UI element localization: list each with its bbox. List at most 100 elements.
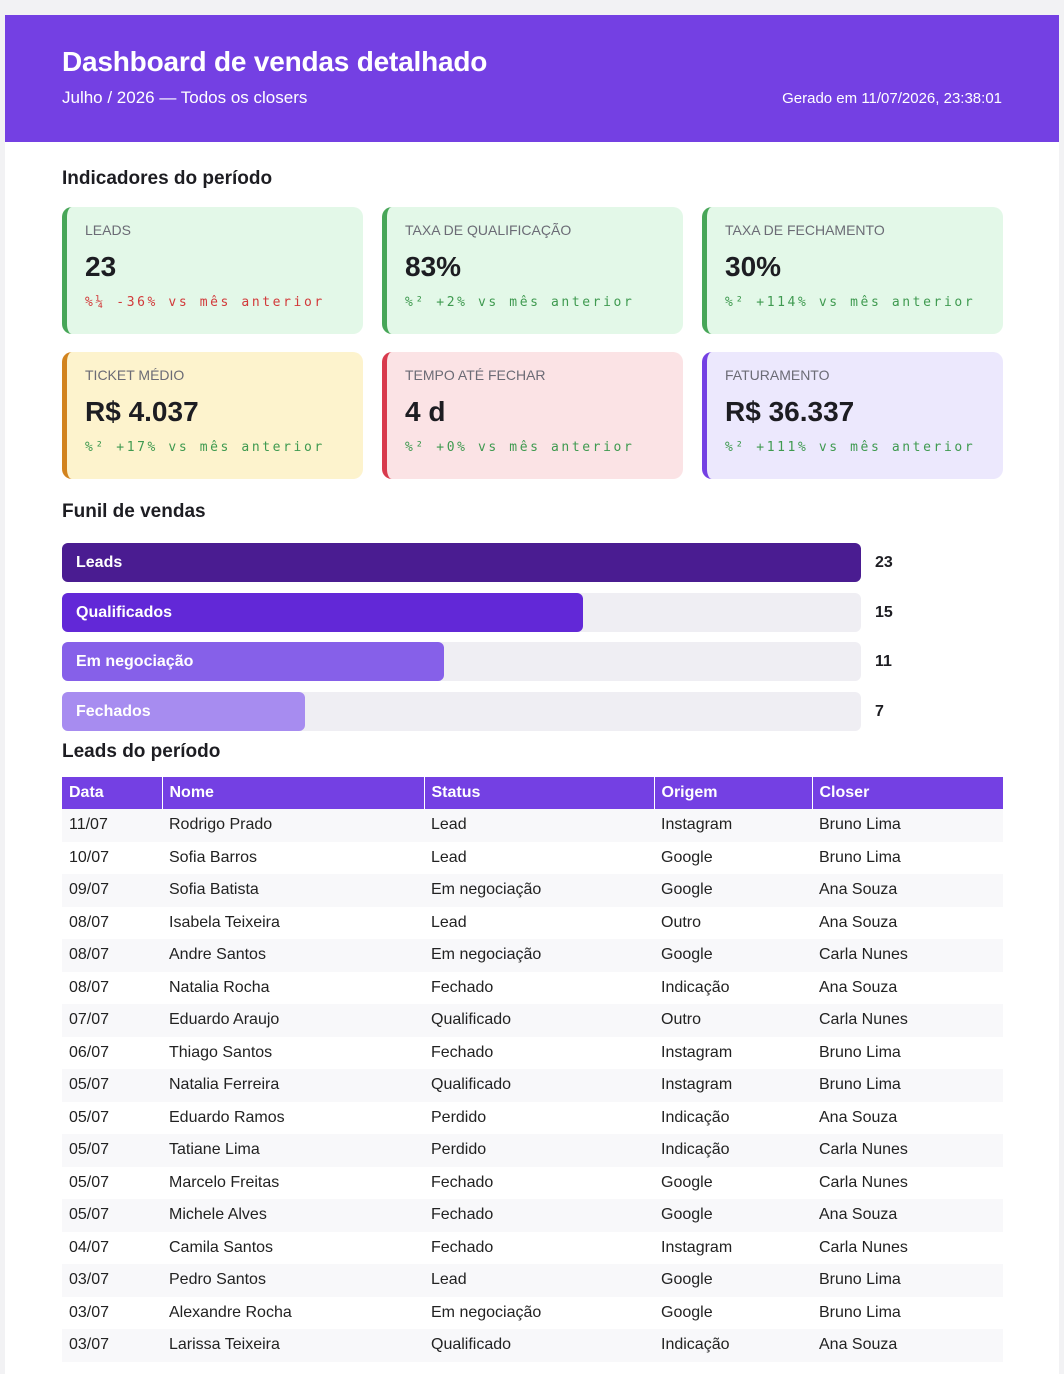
funnel-bar bbox=[62, 592, 583, 632]
kpi-card: TAXA DE QUALIFICAÇÃO 83% %² +2% vs mês ant… bbox=[382, 207, 683, 334]
closer-cell: Bruno Lima bbox=[819, 1303, 901, 1321]
name-cell: Rodrigo Prado bbox=[162, 809, 424, 842]
table-row: 10/07 Sofia Barros Lead Google Bruno Lima bbox=[62, 842, 1003, 875]
report-header: Dashboard de vendas detalhado Julho / 20… bbox=[5, 15, 1059, 142]
kpi-change: %² +114% vs mês anterior bbox=[725, 295, 976, 310]
table-header-row: Data Nome Status Origem Closer bbox=[62, 777, 1003, 809]
name-cell: Thiago Santos bbox=[169, 1043, 273, 1061]
kpi-card: TAXA DE FECHAMENTO 30% %² +114% vs mês ant… bbox=[702, 207, 1003, 334]
name-cell: Isabela Teixeira bbox=[169, 913, 280, 931]
funnel-stage-label: Em negociação bbox=[76, 653, 194, 670]
report-content: Indicadores do período LEADS 23 %¼ -36% vs… bbox=[5, 142, 1059, 1362]
status-cell: Em negociação bbox=[431, 1303, 542, 1321]
closer-cell: Ana Souza bbox=[819, 913, 898, 931]
table-row: 08/07 Andre Santos Em negociação Google Carl… bbox=[62, 939, 1003, 972]
status-cell: Fechado bbox=[431, 1043, 494, 1061]
funnel-stage-count: 15 bbox=[875, 603, 893, 621]
status-cell: Fechado bbox=[431, 978, 494, 996]
table-row: 03/07 Larissa Teixeira Qualificado Indicaçã… bbox=[62, 1329, 1003, 1362]
kpi-value: 30% bbox=[725, 251, 782, 282]
status-cell: Lead bbox=[431, 848, 467, 866]
column-header: Closer bbox=[812, 777, 1003, 809]
date-cell: 08/07 bbox=[69, 978, 110, 996]
closer-cell: Carla Nunes bbox=[819, 1238, 908, 1256]
kpi-label: LEADS bbox=[85, 222, 131, 238]
kpi-label: FATURAMENTO bbox=[725, 367, 830, 383]
period-subtitle: Julho / 2026 — Todos os closers bbox=[62, 88, 308, 107]
kpi-label: TEMPO ATÉ FECHAR bbox=[405, 367, 546, 383]
date-cell: 03/07 bbox=[62, 1329, 162, 1362]
closer-cell: Carla Nunes bbox=[819, 1173, 908, 1191]
status-cell: Fechado bbox=[424, 1199, 654, 1232]
origin-cell: Indicação bbox=[661, 978, 730, 996]
closer-cell: Carla Nunes bbox=[812, 1004, 1003, 1037]
origin-cell: Google bbox=[661, 1173, 713, 1191]
date-cell: 05/07 bbox=[62, 1199, 162, 1232]
kpi-value: 83% bbox=[405, 251, 462, 282]
name-cell: Alexandre Rocha bbox=[169, 1303, 292, 1321]
date-cell: 03/07 bbox=[62, 1264, 162, 1297]
kpi-card: TEMPO ATÉ FECHAR 4 d %² +0% vs mês anterio… bbox=[382, 352, 683, 479]
closer-cell: Bruno Lima bbox=[819, 848, 901, 866]
name-cell: Marcelo Freitas bbox=[169, 1173, 280, 1191]
origin-cell: Google bbox=[654, 1264, 812, 1297]
origin-cell: Instagram bbox=[661, 1043, 733, 1061]
origin-cell: Google bbox=[661, 1303, 713, 1321]
date-cell: 08/07 bbox=[62, 939, 162, 972]
origin-cell: Google bbox=[661, 848, 713, 866]
kpi-card: LEADS 23 %¼ -36% vs mês anterior bbox=[62, 207, 363, 334]
kpi-value: R$ 36.337 bbox=[725, 396, 855, 427]
kpi-label: TAXA DE QUALIFICAÇÃO bbox=[405, 222, 572, 238]
origin-cell: Google bbox=[654, 1199, 812, 1232]
name-cell: Natalia Rocha bbox=[169, 978, 270, 996]
origin-cell: Instagram bbox=[661, 1238, 733, 1256]
column-header: Data bbox=[62, 777, 163, 809]
column-header: Status bbox=[424, 777, 655, 809]
origin-cell: Instagram bbox=[654, 1069, 812, 1102]
date-cell: 05/07 bbox=[62, 1134, 162, 1167]
name-cell: Michele Alves bbox=[162, 1199, 424, 1232]
status-cell: Qualificado bbox=[424, 1069, 654, 1102]
funnel-bar bbox=[62, 691, 305, 731]
funnel-row: Em negociação 11 bbox=[62, 642, 1002, 681]
origin-cell: Indicação bbox=[654, 1329, 812, 1362]
name-cell: Sofia Batista bbox=[162, 874, 424, 907]
name-cell: Eduardo Ramos bbox=[169, 1108, 285, 1126]
funnel-row: Leads 23 bbox=[62, 543, 1002, 582]
name-cell: Camila Santos bbox=[169, 1238, 274, 1256]
origin-cell: Indicação bbox=[661, 1108, 730, 1126]
funnel-bar bbox=[62, 543, 861, 582]
origin-cell: Instagram bbox=[654, 809, 812, 842]
generated-timestamp: Gerado em 11/07/2026, 23:38:01 bbox=[782, 90, 1002, 107]
closer-cell: Carla Nunes bbox=[812, 939, 1003, 972]
origin-cell: Outro bbox=[654, 1004, 812, 1037]
date-cell: 05/07 bbox=[69, 1108, 110, 1126]
date-cell: 08/07 bbox=[69, 913, 110, 931]
status-cell: Lead bbox=[424, 809, 654, 842]
origin-cell: Outro bbox=[661, 913, 702, 931]
leads-title: Leads do período bbox=[62, 741, 221, 762]
closer-cell: Bruno Lima bbox=[812, 1069, 1003, 1102]
name-cell: Sofia Barros bbox=[169, 848, 258, 866]
funnel-stage-label: Fechados bbox=[76, 702, 151, 720]
kpi-change: %² +0% vs mês anterior bbox=[405, 440, 635, 455]
kpi-card: TICKET MÉDIO R$ 4.037 %² +17% vs mês anter… bbox=[62, 352, 363, 479]
kpi-change: %² +111% vs mês anterior bbox=[725, 440, 976, 455]
origin-cell: Indicação bbox=[654, 1134, 812, 1167]
funnel-stage-label: Leads bbox=[76, 554, 123, 571]
kpi-label: TAXA DE FECHAMENTO bbox=[725, 222, 885, 238]
funnel-row: Fechados 7 bbox=[62, 691, 1002, 731]
name-cell: Eduardo Araujo bbox=[162, 1004, 424, 1037]
kpi-value: 23 bbox=[85, 251, 117, 282]
origin-cell: Google bbox=[654, 939, 812, 972]
table-row: 07/07 Eduardo Araujo Qualificado Outro Carla… bbox=[62, 1004, 1003, 1037]
closer-cell: Ana Souza bbox=[819, 1108, 898, 1126]
status-cell: Qualificado bbox=[424, 1004, 654, 1037]
status-cell: Fechado bbox=[431, 1173, 494, 1191]
kpi-change: %² +2% vs mês anterior bbox=[405, 295, 635, 310]
table-row: 05/07 Michele Alves Fechado Google Ana Souza bbox=[62, 1199, 1003, 1232]
kpi-grid: LEADS 23 %¼ -36% vs mês anterior TAXA DE QU… bbox=[62, 207, 1003, 479]
date-cell: 05/07 bbox=[69, 1173, 110, 1191]
closer-cell: Bruno Lima bbox=[812, 809, 1003, 842]
status-cell: Perdido bbox=[424, 1134, 654, 1167]
